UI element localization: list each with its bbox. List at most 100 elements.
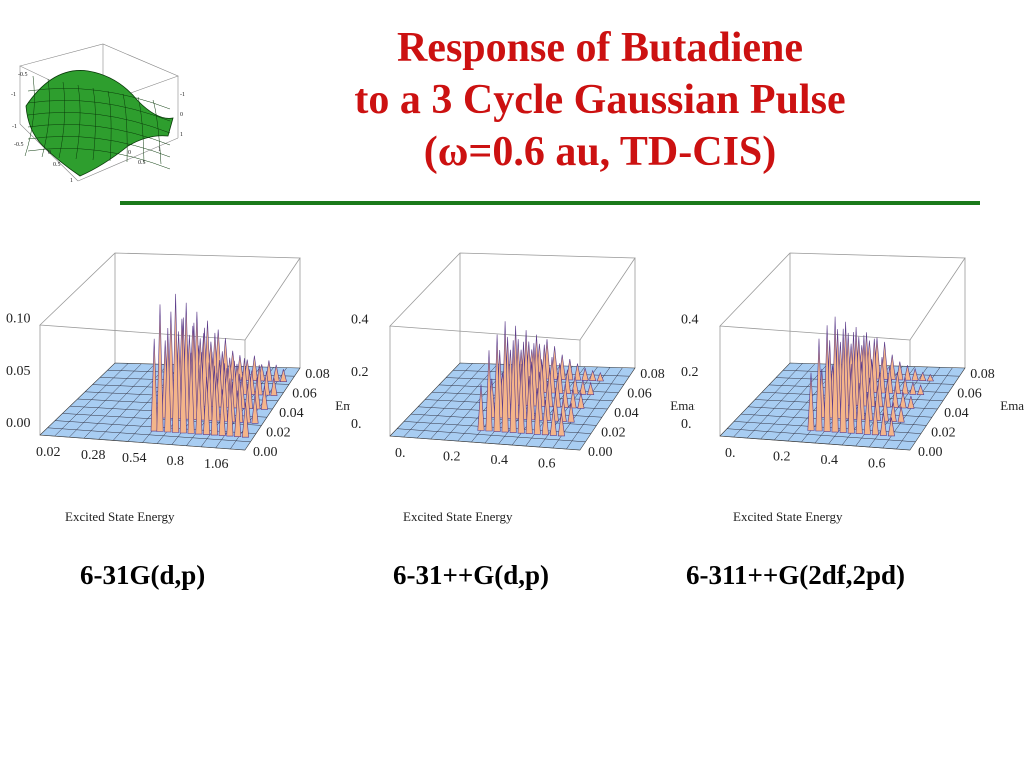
data-peak (218, 389, 226, 436)
logo-mesh-line (122, 93, 128, 163)
logo-mesh-line (27, 124, 171, 146)
y-tick-label: 0.00 (918, 445, 943, 460)
data-peak (911, 367, 919, 381)
x-axis-label: Excited State Energy (65, 509, 175, 524)
data-peak (901, 377, 909, 395)
x-tick-label: 0.6 (868, 457, 886, 472)
data-peak (156, 304, 164, 432)
x-tick-label: 0.4 (821, 453, 839, 468)
logo-box-edge (77, 137, 179, 182)
data-peak (493, 334, 501, 432)
data-peak (571, 375, 579, 395)
logo-mesh-line (27, 100, 171, 122)
data-peak (549, 407, 557, 436)
data-peak (533, 388, 541, 435)
logo-mesh-line (92, 87, 96, 161)
data-peak (557, 412, 565, 437)
z-tick-label: 0.10 (6, 312, 31, 327)
z-tick-label: 0. (681, 417, 692, 432)
data-peak (589, 369, 597, 381)
box-top-edge (389, 252, 636, 341)
y-tick-label: 0.02 (601, 426, 626, 441)
y-tick-label: 0.08 (640, 367, 665, 382)
surface-chart-1: 0.02 0.28 0.54 0.8 1.06 Excited State Energy 0… (6, 252, 350, 524)
data-peak (525, 375, 533, 434)
data-peak (897, 406, 905, 423)
x-tick-label: 0.54 (122, 451, 147, 466)
title-line-3: (ω=0.6 au, TD-CIS) (423, 129, 777, 175)
y-tick-label: 0.04 (944, 406, 969, 421)
caption-basis-3: 6-311++G(2df,2pd) (686, 560, 906, 590)
logo-tick-label: -1 (12, 124, 17, 130)
chart-panel-1: 0.02 0.28 0.54 0.8 1.06 Excited State Energy 0… (0, 238, 350, 538)
y-tick-label: 0.02 (266, 426, 291, 441)
data-peak (896, 361, 904, 381)
y-tick-label: 0.04 (614, 406, 639, 421)
x-tick-label: 0.02 (36, 445, 61, 460)
logo-tick-label: 0.5 (53, 162, 61, 168)
data-peak (509, 340, 517, 433)
title-divider (120, 201, 980, 205)
surface-chart-3: 0. 0.2 0.4 0.6 Excited State Energy 0.00 0.02 0… (681, 252, 1024, 524)
data-peak (581, 367, 589, 381)
data-peak (909, 381, 917, 395)
x-tick-label: 0.6 (538, 457, 556, 472)
data-peak (234, 390, 242, 437)
data-peak (919, 371, 927, 381)
logo-mesh-line (27, 88, 171, 110)
logo-tick-label: 0.5 (138, 160, 146, 166)
z-tick-label: 0.05 (6, 364, 31, 379)
y-axis-label: Emax (335, 398, 350, 413)
data-peak (260, 385, 268, 410)
x-axis-label: Excited State Energy (403, 509, 513, 524)
data-peak (899, 392, 907, 409)
logo-mesh-line (24, 75, 35, 157)
z-tick-label: 0.4 (351, 313, 369, 328)
box-top-edge (719, 252, 966, 341)
z-tick-label: 0.2 (351, 365, 369, 380)
data-peak (501, 321, 509, 433)
logo-tick-label: 1 (158, 147, 161, 153)
z-tick-label: 0. (351, 417, 362, 432)
x-tick-label: 0.2 (773, 450, 791, 465)
peak-group (150, 293, 287, 438)
data-peak (187, 352, 195, 434)
logo-mesh-line (107, 90, 112, 162)
surface-chart-2: 0. 0.2 0.4 0.6 Excited State Energy 0.00 0.02 0… (351, 252, 695, 524)
data-peak (573, 363, 582, 381)
y-tick-label: 0.08 (305, 367, 330, 382)
data-peak (863, 392, 871, 435)
chart-panel-2: 0. 0.2 0.4 0.6 Excited State Energy 0.00 0.02 0… (345, 238, 695, 538)
chart-panel-3: 0. 0.2 0.4 0.6 Excited State Energy 0.00 0.02 0… (675, 238, 1024, 538)
data-peak (251, 394, 259, 424)
data-peak (907, 395, 915, 409)
logo-tick-label: 1 (70, 178, 73, 184)
data-peak (889, 402, 897, 422)
surface-plot-logo: -1 -0.5 0 0.5 1 -1 -0.5 0 0.5 1 -1 0 1 (8, 36, 188, 186)
data-peak (879, 412, 887, 436)
logo-tick-label: 0 (180, 112, 183, 118)
data-peak (855, 382, 863, 434)
data-peak (541, 400, 549, 436)
logo-tick-label: -0.5 (14, 142, 24, 148)
logo-mesh-line (27, 136, 171, 158)
y-tick-label: 0.08 (970, 367, 995, 382)
data-peak (241, 402, 250, 438)
z-tick-label: 0.00 (6, 416, 31, 431)
peak-group (477, 321, 604, 437)
logo-tick-label: -1 (180, 92, 185, 98)
logo-mesh-line (27, 112, 171, 134)
logo-tick-label: -0.5 (18, 72, 28, 78)
y-tick-label: 0.06 (957, 387, 982, 402)
y-tick-label: 0.06 (292, 387, 317, 402)
data-peak (587, 381, 595, 395)
data-peak (195, 364, 203, 435)
caption-basis-1: 6-31G(d,p) (80, 560, 206, 590)
box-top-edge (39, 252, 301, 341)
y-axis-label: Emax (1000, 398, 1024, 413)
logo-tick-label: 1 (180, 132, 183, 138)
data-peak (270, 377, 278, 396)
logo-tick-label: 0 (48, 150, 51, 156)
data-peak (279, 369, 287, 382)
data-peak (823, 325, 831, 432)
